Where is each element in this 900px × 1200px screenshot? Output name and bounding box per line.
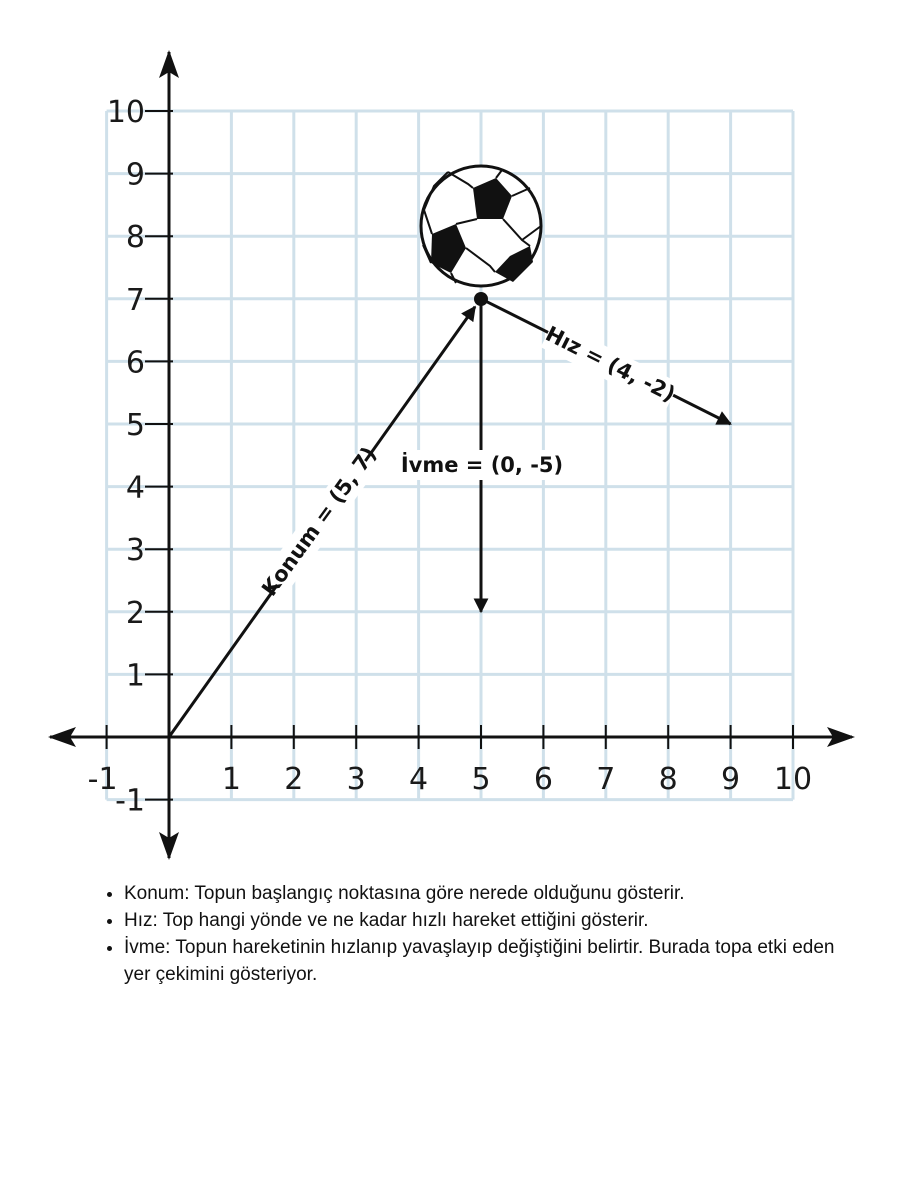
note-position: Konum: Topun başlangıç noktasına göre ne… [124, 880, 844, 907]
y-tick-label: 9 [126, 158, 145, 193]
y-tick-label: 8 [126, 220, 145, 255]
y-tick-label: -1 [115, 784, 145, 819]
x-tick-label: 4 [409, 762, 428, 797]
y-tick-label: 6 [126, 345, 145, 380]
label-velocity: Hız = (4, -2) [540, 320, 680, 410]
notes-list: Konum: Topun başlangıç noktasına göre ne… [100, 880, 844, 988]
note-acceleration: İvme: Topun hareketinin hızlanıp yavaşla… [124, 934, 844, 988]
x-tick-label: 6 [534, 762, 553, 797]
label-acceleration: İvme = (0, -5) [397, 450, 567, 480]
x-tick-label: 8 [659, 762, 678, 797]
x-tick-label: 2 [284, 762, 303, 797]
x-axis-arrow-right [827, 727, 855, 747]
y-tick-label: 7 [126, 283, 145, 318]
x-tick-label: 3 [347, 762, 366, 797]
y-tick-label: 2 [126, 596, 145, 631]
x-tick-label: 9 [721, 762, 740, 797]
y-axis-arrow-bottom [159, 832, 179, 860]
coordinate-diagram: -1 1 2 3 4 5 6 7 8 9 10 -1 1 2 3 4 5 6 7 8 9 10 Konum = (5, 7… [48, 50, 855, 860]
ticks [105, 110, 794, 801]
y-tick-label: 3 [126, 533, 145, 568]
note-velocity: Hız: Top hangi yönde ve ne kadar hızlı h… [124, 907, 844, 934]
soccer-ball-icon [419, 164, 543, 288]
x-tick-label: 1 [222, 762, 241, 797]
x-axis-arrow-left [48, 727, 76, 747]
velocity-vector-label: Hız = (4, -2) [542, 322, 679, 407]
ball-point [474, 292, 488, 306]
label-position: Konum = (5, 7) [257, 442, 381, 600]
x-tick-label: -1 [88, 762, 118, 797]
x-tick-label: 5 [471, 762, 490, 797]
acceleration-vector-label: İvme = (0, -5) [401, 452, 563, 477]
y-tick-label: 5 [126, 408, 145, 443]
position-vector-label: Konum = (5, 7) [257, 442, 381, 600]
tick-labels: -1 1 2 3 4 5 6 7 8 9 10 -1 1 2 3 4 5 6 7 8 9 10 [88, 95, 812, 819]
y-tick-label: 10 [107, 95, 145, 130]
axes [48, 50, 855, 860]
y-tick-label: 4 [126, 471, 145, 506]
vectors [167, 297, 732, 738]
x-tick-label: 10 [774, 762, 812, 797]
y-axis-arrow-top [159, 50, 179, 78]
x-tick-label: 7 [596, 762, 615, 797]
y-tick-label: 1 [126, 658, 145, 693]
